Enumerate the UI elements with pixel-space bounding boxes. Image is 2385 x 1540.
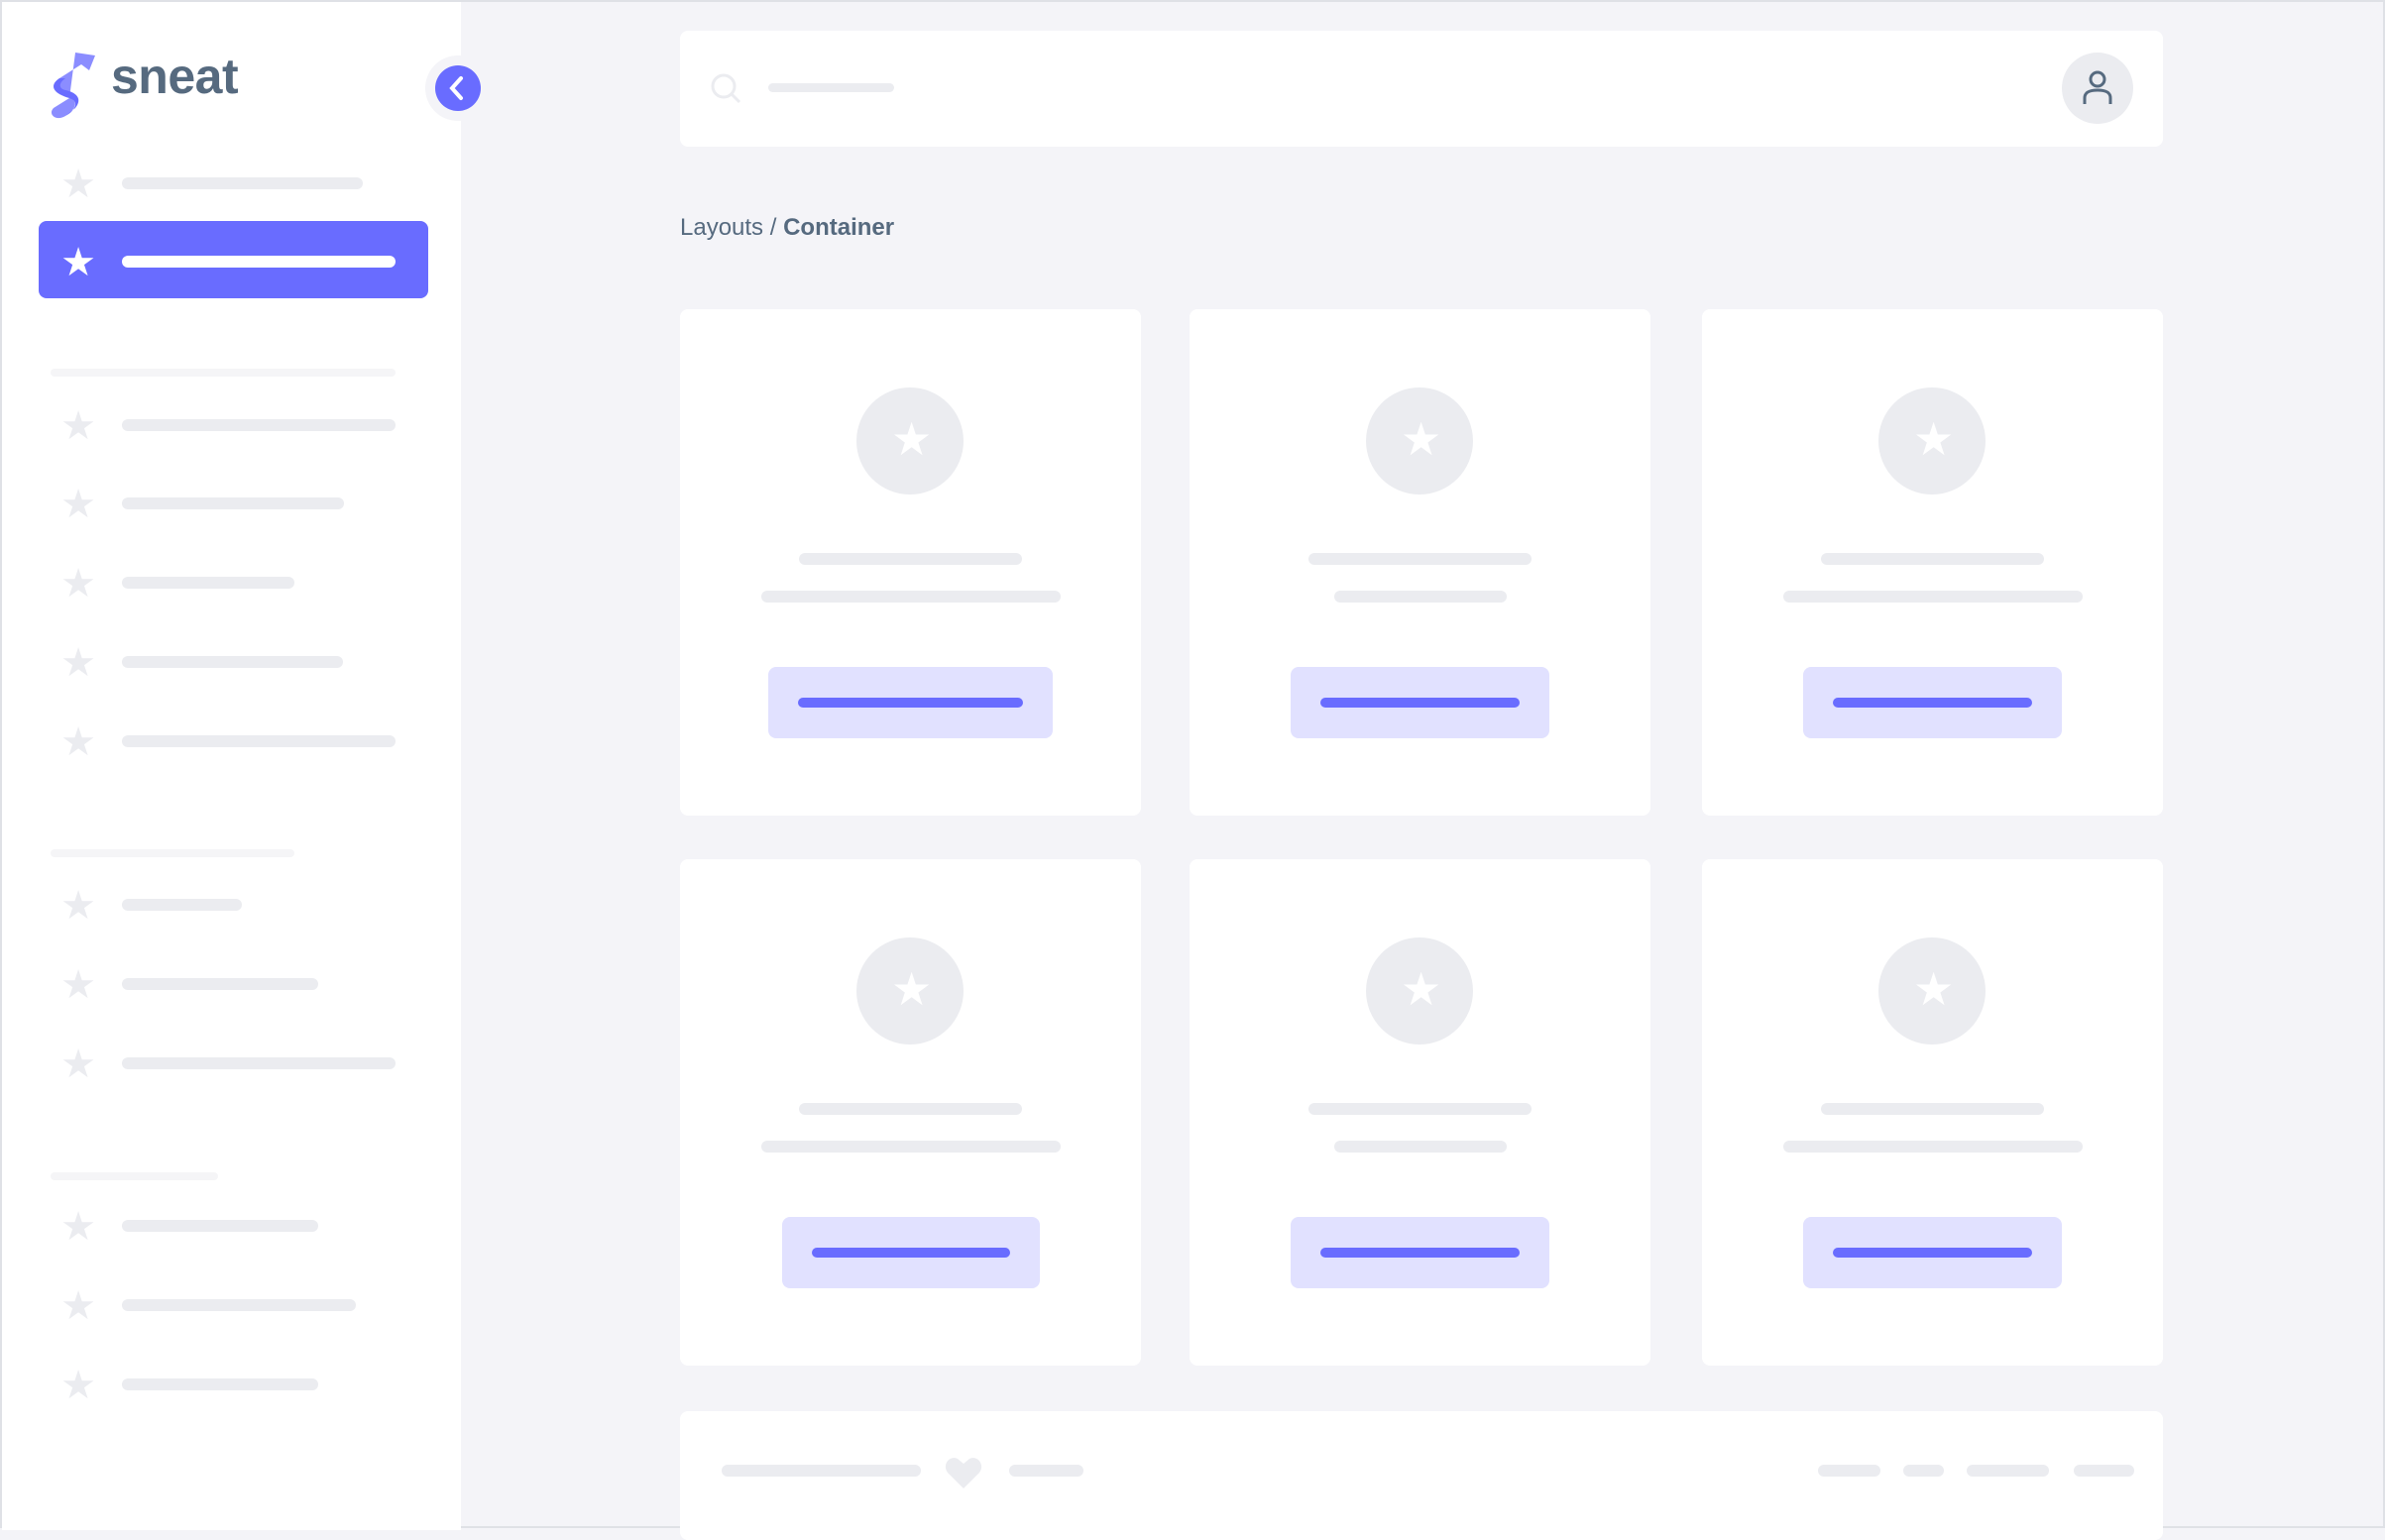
card: ★ (1190, 309, 1650, 816)
card-button-label (1833, 1248, 2032, 1258)
chevron-left-icon (449, 76, 463, 100)
card-button[interactable] (1803, 667, 2062, 738)
star-icon: ★ (1401, 963, 1442, 1015)
sidebar-item[interactable] (122, 177, 363, 189)
star-icon: ★ (60, 884, 96, 928)
sidebar: sneat ★ ★ ★ ★ ★ ★ ★ ★ ★ ★ ★ ★ ★ (2, 2, 491, 1530)
card-button[interactable] (1291, 667, 1549, 738)
footer-link[interactable] (1818, 1465, 1880, 1477)
card-button[interactable] (1803, 1217, 2062, 1288)
card-title (1821, 553, 2044, 565)
sidebar-section-header (51, 1172, 218, 1180)
brand-name: sneat (111, 49, 239, 104)
sidebar-item[interactable] (122, 1220, 318, 1232)
heart-icon (945, 1458, 982, 1488)
card-text (1333, 591, 1507, 603)
card: ★ (1702, 309, 2163, 816)
star-icon: ★ (891, 413, 933, 465)
sidebar-item[interactable] (122, 735, 396, 747)
star-icon: ★ (60, 641, 96, 685)
sidebar-item[interactable] (122, 978, 318, 990)
star-icon: ★ (60, 163, 96, 206)
user-avatar[interactable] (2062, 53, 2133, 124)
card-title (799, 553, 1022, 565)
search-icon (711, 73, 741, 104)
sidebar-section-header (51, 849, 294, 857)
star-icon: ★ (60, 1205, 96, 1249)
card-button-label (1320, 1248, 1520, 1258)
star-icon: ★ (60, 720, 96, 764)
star-icon: ★ (1913, 963, 1955, 1015)
breadcrumb-current: Container (783, 214, 895, 241)
card-text (760, 591, 1061, 603)
card-icon-circle: ★ (1366, 937, 1473, 1045)
card-button-label (1833, 698, 2032, 708)
card-button-label (798, 698, 1023, 708)
star-icon: ★ (60, 1364, 96, 1407)
footer-link[interactable] (1009, 1465, 1083, 1477)
search-input[interactable] (768, 83, 894, 92)
footer (680, 1411, 2163, 1540)
star-icon: ★ (1401, 413, 1442, 465)
footer-text (722, 1465, 921, 1477)
star-icon: ★ (60, 483, 96, 526)
sidebar-section-header (51, 369, 396, 377)
star-icon: ★ (1913, 413, 1955, 465)
star-icon: ★ (60, 1043, 96, 1086)
sidebar-item[interactable] (122, 1057, 396, 1069)
card-button[interactable] (768, 667, 1053, 738)
card-icon-circle: ★ (1878, 937, 1986, 1045)
card-button[interactable] (781, 1217, 1040, 1288)
card-title (1308, 553, 1532, 565)
card-icon-circle: ★ (1366, 387, 1473, 495)
breadcrumb: Layouts / Container (680, 214, 894, 242)
card-text (760, 1141, 1061, 1153)
sidebar-item[interactable] (122, 419, 396, 431)
user-icon (2083, 70, 2112, 104)
star-icon: ★ (891, 963, 933, 1015)
sidebar-item[interactable] (122, 1378, 318, 1390)
collapse-sidebar-button[interactable] (425, 55, 491, 121)
breadcrumb-separator: / (769, 214, 777, 241)
sidebar-item[interactable] (122, 899, 242, 911)
card: ★ (1190, 859, 1650, 1366)
sidebar-item[interactable] (122, 656, 343, 668)
card: ★ (680, 309, 1141, 816)
sidebar-item-active-label[interactable] (122, 256, 396, 268)
navbar (680, 31, 2163, 147)
breadcrumb-parent[interactable]: Layouts (680, 214, 764, 241)
card-text (1782, 591, 2083, 603)
sidebar-item[interactable] (122, 1299, 356, 1311)
card-button-label (811, 1248, 1010, 1258)
sidebar-item[interactable] (122, 577, 294, 589)
card: ★ (680, 859, 1141, 1366)
footer-link[interactable] (1903, 1465, 1944, 1477)
sidebar-item[interactable] (122, 497, 344, 509)
card-button[interactable] (1291, 1217, 1549, 1288)
star-icon: ★ (60, 562, 96, 605)
card-text (1782, 1141, 2083, 1153)
card-button-label (1320, 698, 1520, 708)
card-text (1333, 1141, 1507, 1153)
card-title (1308, 1103, 1532, 1115)
card-icon-circle: ★ (856, 937, 964, 1045)
card-title (1821, 1103, 2044, 1115)
card-icon-circle: ★ (1878, 387, 1986, 495)
card: ★ (1702, 859, 2163, 1366)
star-icon: ★ (60, 241, 96, 284)
footer-link[interactable] (2074, 1465, 2134, 1477)
card-title (799, 1103, 1022, 1115)
star-icon: ★ (60, 1284, 96, 1328)
logo-icon (51, 53, 95, 119)
footer-link[interactable] (1967, 1465, 2049, 1477)
card-icon-circle: ★ (856, 387, 964, 495)
star-icon: ★ (60, 404, 96, 448)
star-icon: ★ (60, 963, 96, 1007)
